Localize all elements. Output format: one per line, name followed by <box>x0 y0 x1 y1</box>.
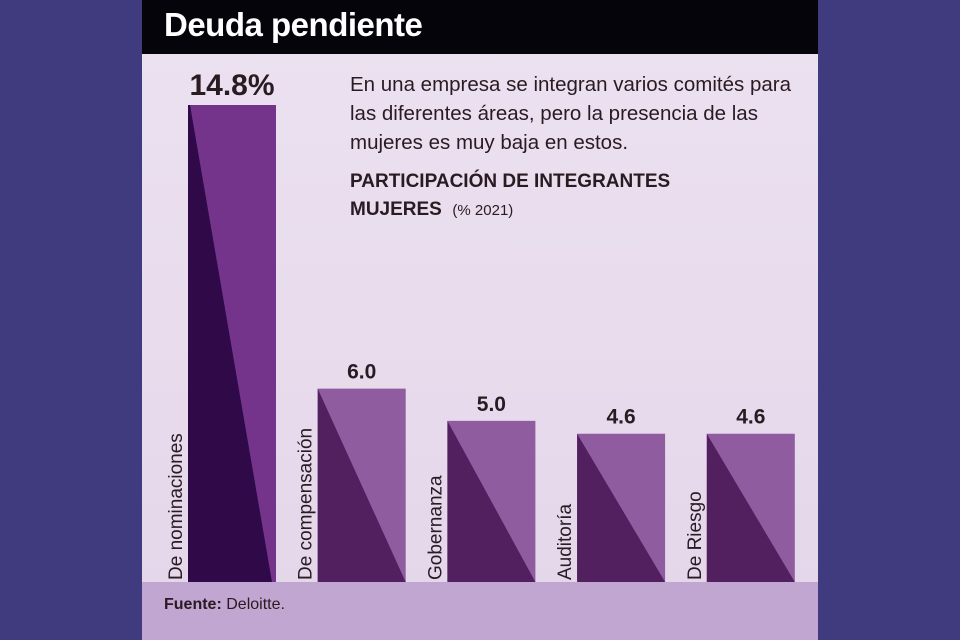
title-bar: Deuda pendiente <box>142 0 818 54</box>
category-label: De compensación <box>296 428 317 580</box>
infographic-panel: Deuda pendiente En una empresa se integr… <box>142 0 818 640</box>
data-label: 4.6 <box>736 406 765 429</box>
category-label: Auditoría <box>555 504 576 580</box>
intro-text: En una empresa se integran varios comité… <box>350 73 791 154</box>
bar-chart: 14.8% De nominaciones 6.0 De compensación 5.… <box>166 69 795 582</box>
data-label: 6.0 <box>347 361 376 384</box>
subtitle-line1: PARTICIPACIÓN DE INTEGRANTES <box>350 171 671 192</box>
subtitle-line2: MUJERES <box>350 199 442 220</box>
category-label: De nominaciones <box>166 433 187 580</box>
bar-shade <box>317 388 406 582</box>
category-label: De Riesgo <box>685 491 706 580</box>
source-value: Deloitte. <box>226 596 285 613</box>
bar-shade <box>188 105 272 582</box>
source-label: Fuente: <box>164 596 222 613</box>
data-label: 4.6 <box>606 406 635 429</box>
source-note: Fuente: Deloitte. <box>164 596 285 614</box>
category-label: Gobernanza <box>425 475 446 580</box>
subtitle-unit: (% 2021) <box>452 202 514 219</box>
bar-shade <box>577 433 666 582</box>
bar-shade <box>706 433 795 582</box>
footer: Fuente: Deloitte. <box>142 582 818 640</box>
chart-subtitle: PARTICIPACIÓN DE INTEGRANTES MUJERES (% … <box>350 168 670 225</box>
page-title: Deuda pendiente <box>164 6 423 43</box>
data-label: 14.8% <box>189 69 274 102</box>
data-label: 5.0 <box>477 393 506 416</box>
bar-shade <box>447 420 536 582</box>
